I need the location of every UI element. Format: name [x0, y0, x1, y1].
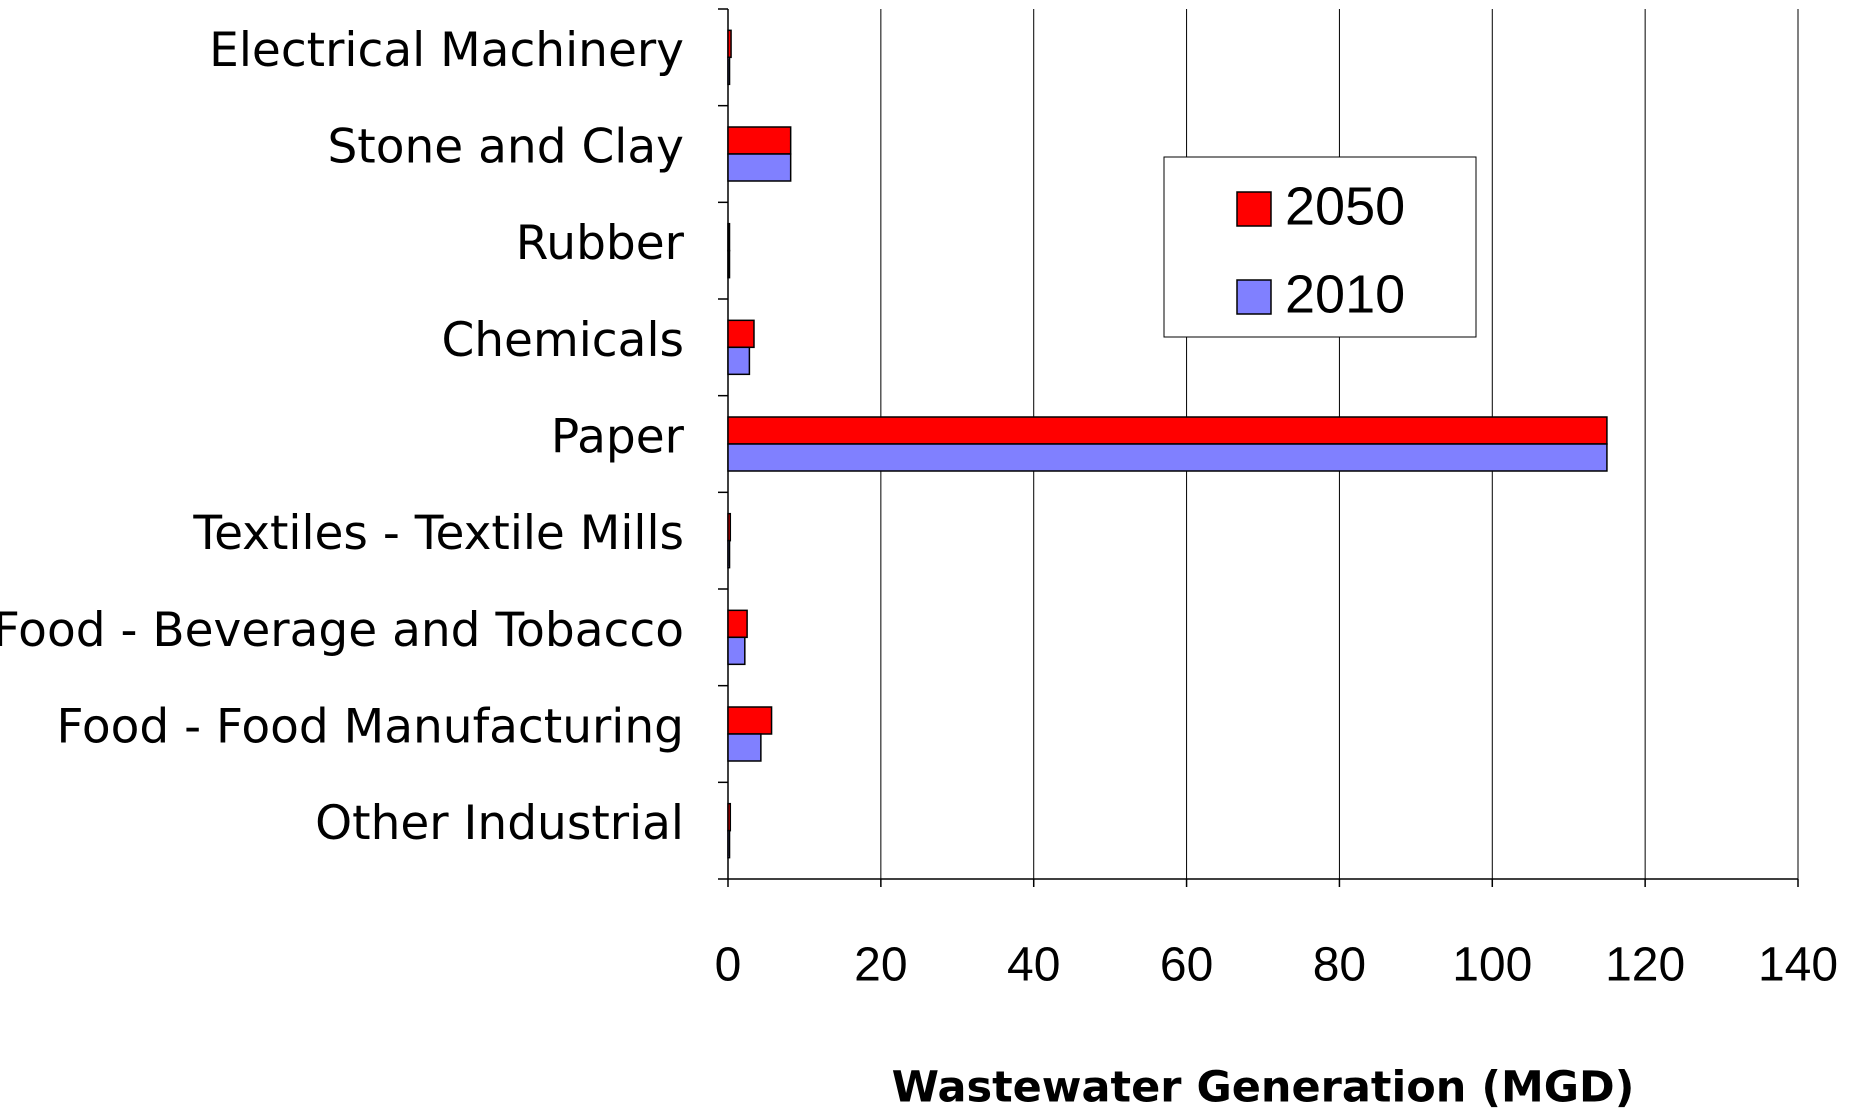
y-tick-label: Rubber: [516, 216, 685, 271]
bar: [727, 56, 731, 86]
bar: [727, 249, 731, 279]
bar: [727, 153, 792, 182]
y-tick-label: Other Industrial: [315, 796, 684, 851]
x-tick-label: 80: [1313, 939, 1366, 992]
legend-swatch: [1236, 279, 1272, 315]
bar: [727, 346, 751, 376]
x-axis-title: Wastewater Generation (MGD): [892, 1063, 1635, 1113]
legend-label: 2010: [1285, 264, 1405, 324]
legend: 2050 2010: [1163, 156, 1477, 338]
y-tick-label: Stone and Clay: [327, 120, 684, 175]
bar: [727, 636, 746, 666]
x-tick-label: 120: [1605, 939, 1685, 992]
bar: [727, 802, 732, 832]
bar: [727, 539, 731, 569]
legend-label: 2050: [1285, 176, 1405, 236]
x-tick-label: 60: [1160, 939, 1213, 992]
bar: [727, 416, 1608, 445]
bar: [727, 319, 755, 349]
x-tick-label: 100: [1452, 939, 1532, 992]
bar: [727, 706, 773, 735]
y-tick-label: Food - Beverage and Tobacco: [0, 603, 684, 658]
bar: [727, 443, 1608, 472]
bar: [727, 733, 762, 762]
bar: [727, 512, 732, 542]
bar: [727, 609, 748, 639]
bar: [727, 29, 732, 59]
legend-box: [1163, 156, 1477, 338]
x-tick-label: 0: [715, 939, 742, 992]
y-tick-label: Electrical Machinery: [209, 23, 684, 78]
bar: [727, 126, 792, 155]
bar: [727, 829, 731, 859]
y-tick-label: Paper: [551, 410, 685, 465]
x-tick-label: 40: [1007, 939, 1060, 992]
y-tick-label: Chemicals: [441, 313, 684, 368]
bar: [727, 222, 731, 252]
y-tick-label: Food - Food Manufacturing: [56, 700, 684, 755]
x-tick-label: 140: [1758, 939, 1838, 992]
x-tick-label: 20: [854, 939, 907, 992]
legend-swatch: [1236, 191, 1272, 227]
y-tick-label: Textiles - Textile Mills: [192, 506, 684, 561]
